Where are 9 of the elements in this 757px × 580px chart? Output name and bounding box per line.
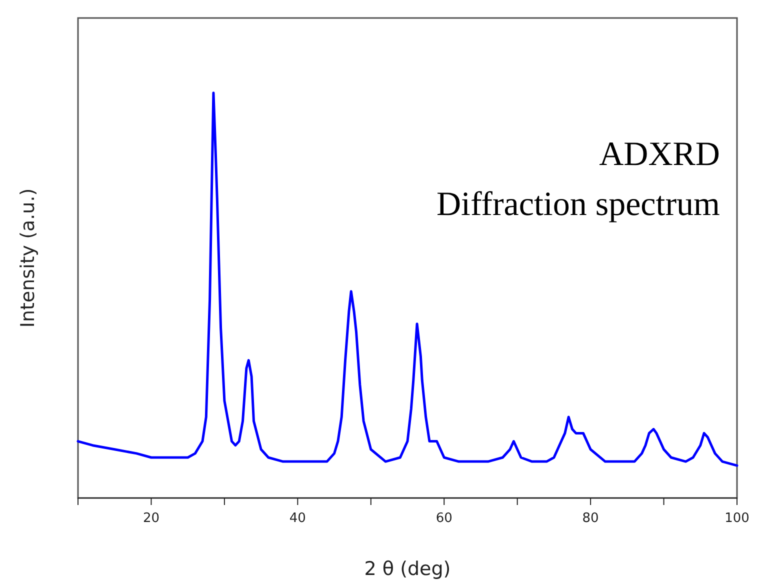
x-tick-label: 100 xyxy=(724,511,750,526)
x-tick-label: 80 xyxy=(582,511,599,526)
annotation: Diffraction spectrum xyxy=(436,186,720,223)
x-tick-label: 60 xyxy=(436,511,452,526)
x-axis-title: 2 θ (deg) xyxy=(364,558,451,580)
x-tick-label: 40 xyxy=(289,511,306,526)
x-tick-label: 20 xyxy=(142,511,160,526)
y-axis-title: Intensity (a.u.) xyxy=(17,188,39,328)
annotation: ADXRD xyxy=(599,136,720,173)
